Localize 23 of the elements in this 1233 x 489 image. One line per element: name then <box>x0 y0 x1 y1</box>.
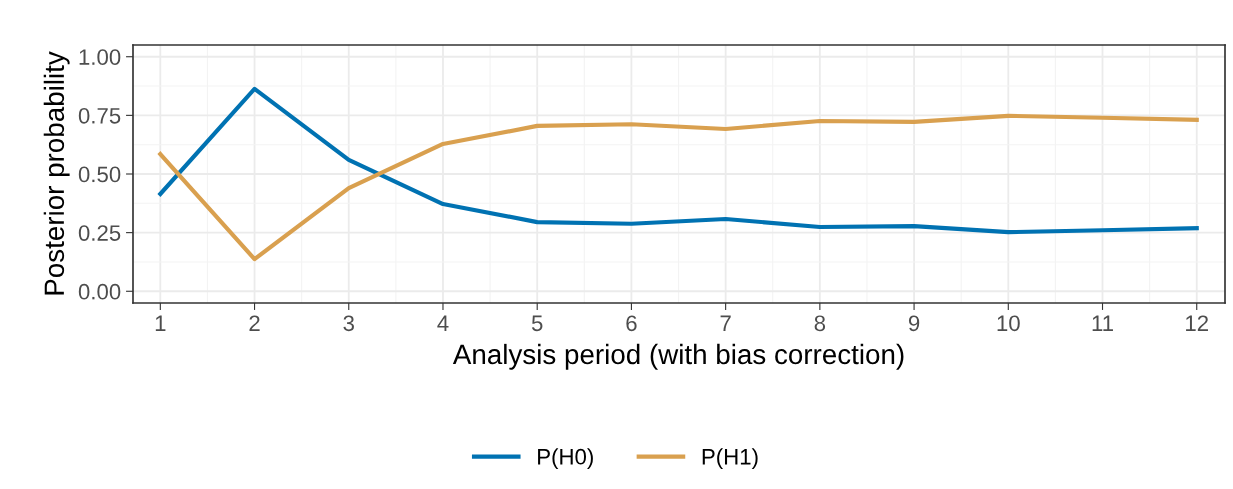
x-tick-label: 9 <box>908 315 920 332</box>
x-tick-label: 6 <box>626 315 637 332</box>
line-series <box>158 86 1199 235</box>
y-tick-label: 0.00 <box>78 283 121 300</box>
x-tick-label: 12 <box>1186 315 1208 331</box>
x-tick-label: 7 <box>720 315 731 331</box>
x-tick-label: 5 <box>531 315 543 332</box>
y-tick-label: 1.00 <box>79 49 121 65</box>
x-tick-label: 11 <box>1092 315 1113 331</box>
y-tick-label: 0.25 <box>78 225 121 241</box>
legend-label: P(H1) <box>702 448 758 469</box>
x-tick-label: 4 <box>437 315 449 331</box>
y-tick-label: 0.50 <box>78 166 121 183</box>
x-tick-label: 1 <box>155 315 166 331</box>
x-axis-title: Analysis period (with bias correction) <box>452 343 904 370</box>
x-tick-label: 2 <box>249 315 260 331</box>
line-series <box>158 113 1199 262</box>
x-tick-label: 8 <box>814 315 826 332</box>
x-tick-label: 3 <box>343 315 354 332</box>
y-tick-label: 0.75 <box>78 107 121 124</box>
legend-label: P(H0) <box>538 448 593 469</box>
y-axis-title: Posterior probability <box>43 51 70 295</box>
x-tick-label: 10 <box>997 315 1020 332</box>
